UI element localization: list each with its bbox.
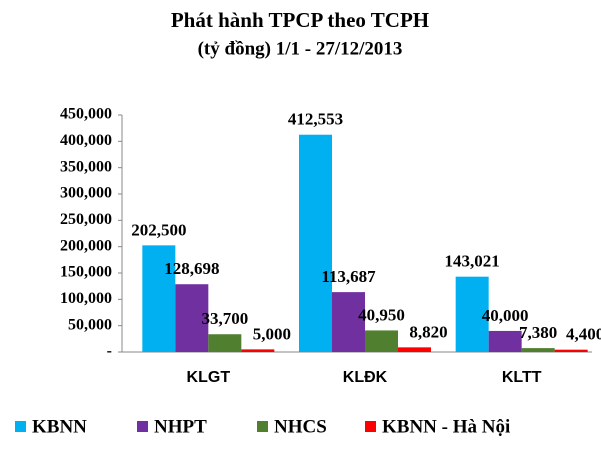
y-tick-label: 450,000 (60, 106, 112, 123)
y-tick-label: 300,000 (60, 185, 112, 202)
bar (521, 348, 555, 352)
x-tick-label: KLGT (187, 369, 231, 386)
value-label: 128,698 (164, 259, 219, 278)
value-label: 40,950 (358, 305, 405, 324)
value-label: 33,700 (201, 309, 248, 328)
bar (332, 292, 365, 352)
bar (175, 284, 209, 352)
y-tick-label: 350,000 (60, 158, 112, 175)
value-label: 113,687 (321, 267, 376, 286)
chart-subtitle: (tỷ đồng) 1/1 - 27/12/2013 (198, 38, 403, 59)
bar (554, 349, 588, 352)
value-label: 40,000 (482, 306, 529, 325)
value-label: 8,820 (409, 322, 447, 341)
legend-swatch (365, 421, 376, 432)
legend-swatch (257, 421, 268, 432)
value-label: 202,500 (131, 220, 186, 239)
y-tick-label: 250,000 (60, 211, 112, 228)
bar (208, 334, 242, 352)
bar (365, 330, 398, 352)
y-tick-label: 150,000 (60, 264, 112, 281)
value-label: 7,380 (519, 323, 557, 342)
value-label: 4,400 (566, 325, 601, 344)
y-tick-label: - (107, 343, 112, 360)
legend-swatch (15, 421, 26, 432)
legend-label: NHPT (154, 416, 207, 437)
x-tick-label: KLĐK (343, 369, 388, 386)
legend-swatch (137, 421, 148, 432)
x-tick-label: KLTT (502, 369, 542, 386)
value-label: 412,553 (288, 110, 343, 129)
value-label: 143,021 (445, 252, 500, 271)
y-tick-label: 100,000 (60, 290, 112, 307)
y-tick-label: 200,000 (60, 237, 112, 254)
legend-label: KBNN (32, 416, 87, 437)
bar (241, 349, 275, 352)
legend-label: NHCS (274, 416, 327, 437)
bar (142, 245, 176, 352)
bar (455, 276, 489, 352)
y-tick-label: 400,000 (60, 132, 112, 149)
bar (299, 134, 332, 352)
bar (488, 330, 522, 352)
bar (398, 347, 431, 352)
legend-label: KBNN - Hà Nội (382, 416, 510, 437)
chart-title: Phát hành TPCP theo TCPH (171, 8, 429, 32)
value-label: 5,000 (253, 324, 291, 343)
y-tick-label: 50,000 (68, 316, 112, 333)
